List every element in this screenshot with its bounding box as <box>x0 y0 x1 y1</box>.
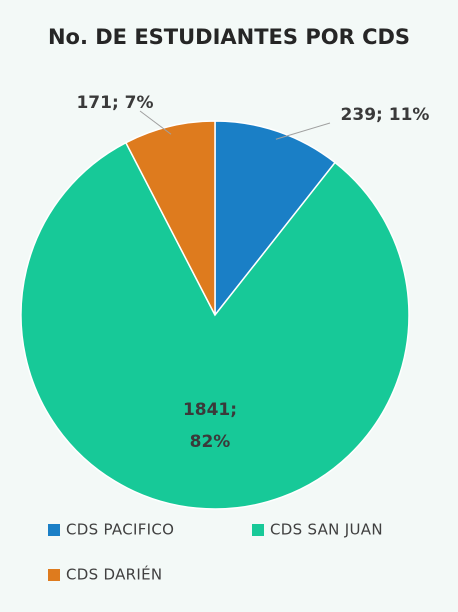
data-label-line: 1841; <box>183 400 237 420</box>
pie-slice <box>20 141 410 510</box>
legend-swatch <box>252 524 264 536</box>
leader-line <box>139 110 172 135</box>
chart-title: No. DE ESTUDIANTES POR CDS <box>48 25 410 49</box>
data-label-line: 171; 7% <box>76 93 153 113</box>
data-label: 171; 7% <box>76 93 153 113</box>
legend-swatch <box>48 524 60 536</box>
leader-line <box>275 122 331 140</box>
data-label-line: 239; 11% <box>341 105 430 125</box>
data-label: 239; 11% <box>341 105 430 125</box>
legend-label: CDS DARIÉN <box>66 565 162 584</box>
data-label-line: 82% <box>190 432 231 452</box>
legend-swatch <box>48 569 60 581</box>
data-label: 1841; 82% <box>183 400 237 452</box>
pie-slice <box>124 120 216 316</box>
pie-slice <box>214 120 337 318</box>
legend-label: CDS SAN JUAN <box>270 521 383 539</box>
legend-label: CDS PACIFICO <box>66 521 174 539</box>
